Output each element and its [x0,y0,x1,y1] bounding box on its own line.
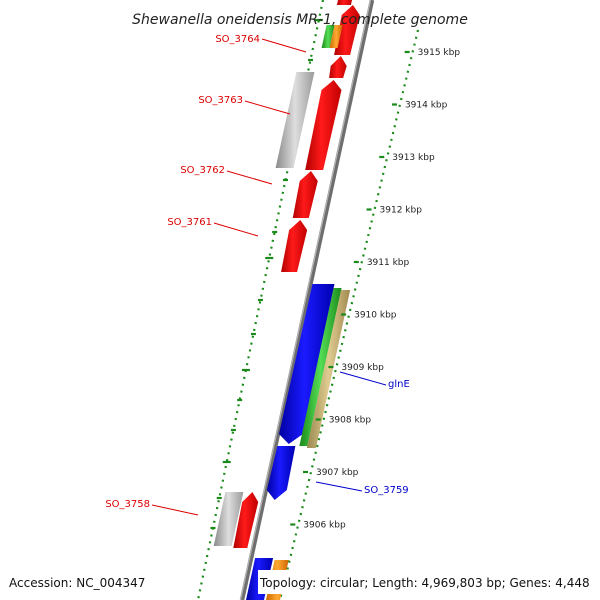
cog-band-tan-glne [306,290,351,448]
cog-band-orange-top [329,25,343,48]
cog-band-green-glne [299,288,342,446]
gene-label: SO_3759 [364,485,409,496]
cog-band-gray-3758 [213,492,244,546]
gene-label: SO_3761 [167,217,212,228]
gene-so-3763 [305,80,342,170]
gene-label-layer: SO_3764 SO_3763 SO_3762 SO_3761 glnE SO_3759 S… [105,34,410,516]
genome-title: Shewanella oneidensis MR-1, complete gen… [132,12,468,28]
kbp-tick-label: 3915 kbp [418,48,461,58]
kbp-tick-label: 3912 kbp [380,206,423,216]
gene-label-leader [315,481,363,492]
footer-topology-bg [258,570,598,594]
gc-skew-dashes [210,18,323,530]
kbp-tick-label: 3914 kbp [405,101,448,111]
kbp-tick-label: 3913 kbp [392,153,435,163]
gene-forward-small [329,56,347,78]
gene-label-leader [261,38,307,53]
gene-label-leader [151,504,199,516]
cog-band-green-top [321,25,335,48]
footer-accession-bg [0,570,160,594]
kbp-tick-label: 3907 kbp [316,468,359,478]
gene-so-3761 [281,220,308,272]
kbp-axis: 3915 kbp 3914 kbp 3913 kbp 3912 kbp 3911 kbp… [290,48,460,531]
gene-label: SO_3763 [198,95,243,106]
genome-backbone [239,0,375,600]
gene-label-leader [213,222,259,237]
gene-so-3758 [233,492,259,548]
accession-label: Accession: NC_004347 [9,576,145,590]
kbp-tick-label: 3908 kbp [329,416,372,426]
kbp-tick-label: 3910 kbp [354,311,397,321]
kbp-tick-label: 3911 kbp [367,258,410,268]
topology-summary: Topology: circular; Length: 4,969,803 bp… [259,576,590,590]
gene-so-3762 [292,171,318,218]
gene-label-leader [339,371,387,386]
gene-forward-top [336,0,352,5]
gene-glne [278,284,335,444]
gene-label: SO_3758 [105,499,150,510]
gene-label: glnE [388,379,410,390]
kbp-tick-label: 3909 kbp [341,363,384,373]
gene-label: SO_3762 [180,165,225,176]
gene-track [213,0,360,600]
gene-so-3764 [334,5,360,55]
gene-label: SO_3764 [215,34,260,45]
gene-so-3759 [266,446,296,500]
cog-band-gray-3763 [275,72,315,168]
gene-label-leader [244,100,291,115]
kbp-tick-label: 3906 kbp [303,521,346,531]
gene-label-leader [226,170,273,185]
genome-backbone-highlight [239,0,372,600]
